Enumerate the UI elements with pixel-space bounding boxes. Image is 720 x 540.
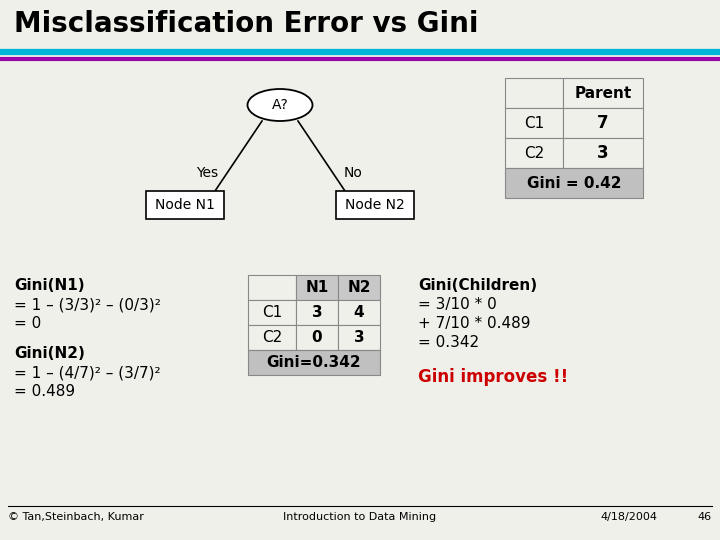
- FancyBboxPatch shape: [296, 300, 338, 325]
- FancyBboxPatch shape: [248, 275, 296, 300]
- Text: 4/18/2004: 4/18/2004: [600, 512, 657, 522]
- FancyBboxPatch shape: [338, 300, 380, 325]
- Text: Node N1: Node N1: [155, 198, 215, 212]
- Text: C1: C1: [524, 116, 544, 131]
- FancyBboxPatch shape: [505, 168, 643, 198]
- FancyBboxPatch shape: [505, 108, 563, 138]
- FancyBboxPatch shape: [563, 78, 643, 108]
- Text: 0: 0: [312, 330, 323, 345]
- Text: Gini(N1): Gini(N1): [14, 278, 85, 293]
- FancyBboxPatch shape: [296, 325, 338, 350]
- Text: 46: 46: [698, 512, 712, 522]
- Text: Misclassification Error vs Gini: Misclassification Error vs Gini: [14, 10, 479, 38]
- FancyBboxPatch shape: [563, 108, 643, 138]
- Text: = 1 – (3/3)² – (0/3)²: = 1 – (3/3)² – (0/3)²: [14, 297, 161, 312]
- Text: = 0.342: = 0.342: [418, 335, 479, 350]
- FancyBboxPatch shape: [505, 78, 563, 108]
- Text: C1: C1: [262, 305, 282, 320]
- Text: + 7/10 * 0.489: + 7/10 * 0.489: [418, 316, 531, 331]
- Text: = 0: = 0: [14, 316, 41, 331]
- Ellipse shape: [248, 89, 312, 121]
- FancyBboxPatch shape: [248, 325, 296, 350]
- Text: Gini improves !!: Gini improves !!: [418, 368, 568, 386]
- Text: = 3/10 * 0: = 3/10 * 0: [418, 297, 497, 312]
- Text: Introduction to Data Mining: Introduction to Data Mining: [284, 512, 436, 522]
- Text: Gini=0.342: Gini=0.342: [266, 355, 361, 370]
- Text: © Tan,Steinbach, Kumar: © Tan,Steinbach, Kumar: [8, 512, 144, 522]
- Text: N1: N1: [305, 280, 328, 295]
- Text: Gini = 0.42: Gini = 0.42: [527, 176, 621, 191]
- FancyBboxPatch shape: [296, 275, 338, 300]
- FancyBboxPatch shape: [338, 275, 380, 300]
- Text: 3: 3: [597, 144, 609, 162]
- FancyBboxPatch shape: [338, 325, 380, 350]
- FancyBboxPatch shape: [563, 138, 643, 168]
- FancyBboxPatch shape: [505, 138, 563, 168]
- FancyBboxPatch shape: [146, 191, 224, 219]
- Text: A?: A?: [271, 98, 289, 112]
- Text: 3: 3: [312, 305, 323, 320]
- Text: 3: 3: [354, 330, 364, 345]
- Text: Parent: Parent: [575, 85, 631, 100]
- Text: 7: 7: [597, 114, 609, 132]
- Text: C2: C2: [262, 330, 282, 345]
- Text: Node N2: Node N2: [345, 198, 405, 212]
- Text: No: No: [343, 166, 362, 180]
- Text: = 0.489: = 0.489: [14, 384, 75, 399]
- Text: Yes: Yes: [196, 166, 218, 180]
- Text: = 1 – (4/7)² – (3/7)²: = 1 – (4/7)² – (3/7)²: [14, 365, 161, 380]
- FancyBboxPatch shape: [336, 191, 414, 219]
- FancyBboxPatch shape: [248, 350, 380, 375]
- Text: 4: 4: [354, 305, 364, 320]
- Text: Gini(N2): Gini(N2): [14, 346, 85, 361]
- Text: Gini(Children): Gini(Children): [418, 278, 537, 293]
- Text: N2: N2: [347, 280, 371, 295]
- FancyBboxPatch shape: [248, 300, 296, 325]
- Text: C2: C2: [524, 145, 544, 160]
